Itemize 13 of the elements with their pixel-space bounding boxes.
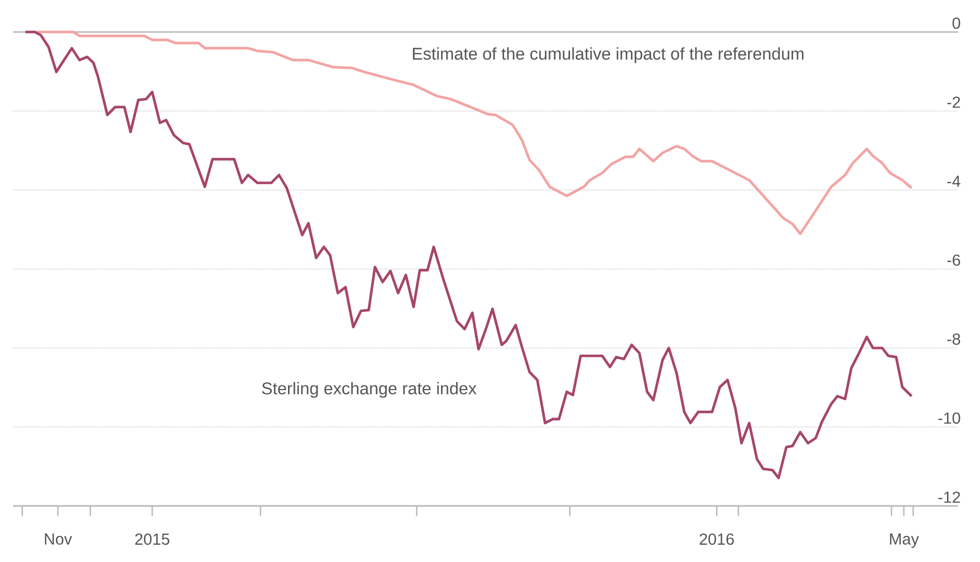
x-tick-label: 2016	[700, 534, 734, 545]
y-tick-label: -10	[938, 412, 960, 424]
series-label: Estimate of the cumulative impact of the referendum	[412, 47, 804, 64]
series-label: Sterling exchange rate index	[262, 382, 477, 398]
x-tick-label: Nov	[44, 534, 72, 545]
x-tick-label: May	[890, 534, 919, 548]
y-tick-label: -12	[938, 492, 960, 503]
y-tick-label: -8	[947, 333, 960, 345]
y-tick-label: -6	[947, 254, 960, 266]
y-tick-label: 0	[952, 17, 960, 29]
y-tick-label: -2	[947, 96, 960, 108]
y-tick-label: -4	[947, 176, 960, 187]
x-tick-label: 2015	[135, 534, 170, 545]
